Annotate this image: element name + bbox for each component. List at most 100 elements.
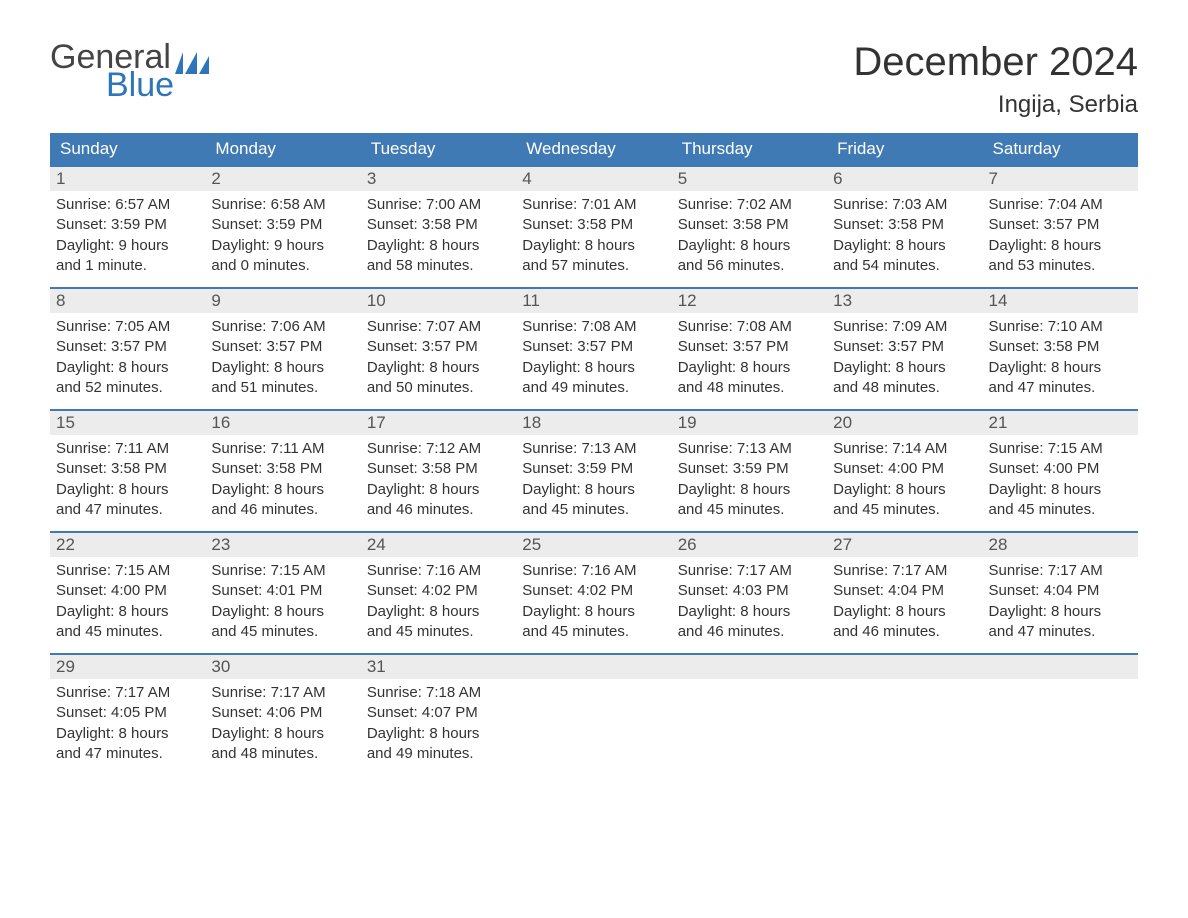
daylight-line-1: Daylight: 8 hours — [989, 358, 1132, 378]
sunrise-line: Sunrise: 7:17 AM — [678, 561, 821, 581]
day-cell: 21Sunrise: 7:15 AMSunset: 4:00 PMDayligh… — [983, 411, 1138, 531]
daylight-line-1: Daylight: 8 hours — [522, 480, 665, 500]
sunset-line: Sunset: 3:57 PM — [678, 337, 821, 357]
daylight-line-2: and 48 minutes. — [678, 378, 821, 398]
daylight-line-1: Daylight: 9 hours — [211, 236, 354, 256]
day-number: 24 — [361, 533, 516, 557]
sunset-line: Sunset: 3:57 PM — [522, 337, 665, 357]
logo: General Blue — [50, 40, 209, 102]
day-number: 17 — [361, 411, 516, 435]
day-number — [983, 655, 1138, 679]
day-cell: 16Sunrise: 7:11 AMSunset: 3:58 PMDayligh… — [205, 411, 360, 531]
sunrise-line: Sunrise: 7:06 AM — [211, 317, 354, 337]
daylight-line-1: Daylight: 8 hours — [989, 602, 1132, 622]
daylight-line-2: and 45 minutes. — [833, 500, 976, 520]
day-number: 27 — [827, 533, 982, 557]
day-cell — [827, 655, 982, 775]
daylight-line-2: and 45 minutes. — [989, 500, 1132, 520]
daylight-line-1: Daylight: 8 hours — [989, 236, 1132, 256]
day-number: 8 — [50, 289, 205, 313]
daylight-line-1: Daylight: 8 hours — [211, 602, 354, 622]
day-body — [672, 679, 827, 693]
day-number: 30 — [205, 655, 360, 679]
day-body: Sunrise: 7:08 AMSunset: 3:57 PMDaylight:… — [672, 313, 827, 408]
sunset-line: Sunset: 3:59 PM — [56, 215, 199, 235]
day-body: Sunrise: 7:12 AMSunset: 3:58 PMDaylight:… — [361, 435, 516, 530]
day-cell: 24Sunrise: 7:16 AMSunset: 4:02 PMDayligh… — [361, 533, 516, 653]
day-body: Sunrise: 7:16 AMSunset: 4:02 PMDaylight:… — [361, 557, 516, 652]
daylight-line-1: Daylight: 8 hours — [833, 358, 976, 378]
day-number: 23 — [205, 533, 360, 557]
sunset-line: Sunset: 3:59 PM — [678, 459, 821, 479]
day-number: 9 — [205, 289, 360, 313]
daylight-line-1: Daylight: 8 hours — [678, 358, 821, 378]
day-cell: 23Sunrise: 7:15 AMSunset: 4:01 PMDayligh… — [205, 533, 360, 653]
sunrise-line: Sunrise: 7:11 AM — [56, 439, 199, 459]
sunrise-line: Sunrise: 7:13 AM — [678, 439, 821, 459]
week-row: 1Sunrise: 6:57 AMSunset: 3:59 PMDaylight… — [50, 165, 1138, 287]
daylight-line-2: and 54 minutes. — [833, 256, 976, 276]
daylight-line-2: and 50 minutes. — [367, 378, 510, 398]
day-body: Sunrise: 7:01 AMSunset: 3:58 PMDaylight:… — [516, 191, 671, 286]
day-number: 13 — [827, 289, 982, 313]
daylight-line-2: and 47 minutes. — [989, 378, 1132, 398]
logo-text-blue: Blue — [106, 68, 209, 102]
sunrise-line: Sunrise: 7:17 AM — [56, 683, 199, 703]
sunrise-line: Sunrise: 7:15 AM — [989, 439, 1132, 459]
day-body — [983, 679, 1138, 693]
week-row: 22Sunrise: 7:15 AMSunset: 4:00 PMDayligh… — [50, 531, 1138, 653]
day-cell — [516, 655, 671, 775]
title-block: December 2024 Ingija, Serbia — [853, 40, 1138, 119]
sunrise-line: Sunrise: 7:14 AM — [833, 439, 976, 459]
sunset-line: Sunset: 3:58 PM — [211, 459, 354, 479]
day-cell: 9Sunrise: 7:06 AMSunset: 3:57 PMDaylight… — [205, 289, 360, 409]
sunrise-line: Sunrise: 7:15 AM — [211, 561, 354, 581]
sunset-line: Sunset: 3:58 PM — [678, 215, 821, 235]
daylight-line-2: and 47 minutes. — [56, 500, 199, 520]
sunset-line: Sunset: 4:00 PM — [989, 459, 1132, 479]
sunset-line: Sunset: 4:02 PM — [367, 581, 510, 601]
sunset-line: Sunset: 4:00 PM — [833, 459, 976, 479]
daylight-line-1: Daylight: 8 hours — [678, 480, 821, 500]
daylight-line-2: and 58 minutes. — [367, 256, 510, 276]
day-body: Sunrise: 7:17 AMSunset: 4:04 PMDaylight:… — [983, 557, 1138, 652]
daylight-line-1: Daylight: 8 hours — [522, 236, 665, 256]
day-cell: 12Sunrise: 7:08 AMSunset: 3:57 PMDayligh… — [672, 289, 827, 409]
day-cell: 1Sunrise: 6:57 AMSunset: 3:59 PMDaylight… — [50, 167, 205, 287]
day-cell: 4Sunrise: 7:01 AMSunset: 3:58 PMDaylight… — [516, 167, 671, 287]
daylight-line-2: and 49 minutes. — [522, 378, 665, 398]
sunrise-line: Sunrise: 7:18 AM — [367, 683, 510, 703]
location-label: Ingija, Serbia — [853, 91, 1138, 119]
day-cell: 13Sunrise: 7:09 AMSunset: 3:57 PMDayligh… — [827, 289, 982, 409]
daylight-line-1: Daylight: 8 hours — [989, 480, 1132, 500]
daylight-line-2: and 47 minutes. — [56, 744, 199, 764]
daylight-line-2: and 45 minutes. — [522, 622, 665, 642]
day-cell: 30Sunrise: 7:17 AMSunset: 4:06 PMDayligh… — [205, 655, 360, 775]
day-cell: 8Sunrise: 7:05 AMSunset: 3:57 PMDaylight… — [50, 289, 205, 409]
sunrise-line: Sunrise: 6:57 AM — [56, 195, 199, 215]
day-header-row: SundayMondayTuesdayWednesdayThursdayFrid… — [50, 133, 1138, 165]
sunset-line: Sunset: 3:57 PM — [56, 337, 199, 357]
day-number: 25 — [516, 533, 671, 557]
day-body: Sunrise: 7:13 AMSunset: 3:59 PMDaylight:… — [672, 435, 827, 530]
day-body: Sunrise: 7:07 AMSunset: 3:57 PMDaylight:… — [361, 313, 516, 408]
sunset-line: Sunset: 4:07 PM — [367, 703, 510, 723]
sunset-line: Sunset: 3:59 PM — [211, 215, 354, 235]
sunset-line: Sunset: 4:03 PM — [678, 581, 821, 601]
day-cell: 17Sunrise: 7:12 AMSunset: 3:58 PMDayligh… — [361, 411, 516, 531]
day-body: Sunrise: 7:17 AMSunset: 4:05 PMDaylight:… — [50, 679, 205, 774]
day-body: Sunrise: 7:09 AMSunset: 3:57 PMDaylight:… — [827, 313, 982, 408]
day-header-friday: Friday — [827, 133, 982, 165]
daylight-line-1: Daylight: 8 hours — [833, 236, 976, 256]
day-body: Sunrise: 6:58 AMSunset: 3:59 PMDaylight:… — [205, 191, 360, 286]
day-body: Sunrise: 7:15 AMSunset: 4:01 PMDaylight:… — [205, 557, 360, 652]
day-body: Sunrise: 7:00 AMSunset: 3:58 PMDaylight:… — [361, 191, 516, 286]
sunrise-line: Sunrise: 7:15 AM — [56, 561, 199, 581]
sunset-line: Sunset: 3:59 PM — [522, 459, 665, 479]
daylight-line-2: and 52 minutes. — [56, 378, 199, 398]
month-title: December 2024 — [853, 40, 1138, 85]
sunset-line: Sunset: 3:57 PM — [833, 337, 976, 357]
day-body: Sunrise: 7:15 AMSunset: 4:00 PMDaylight:… — [983, 435, 1138, 530]
day-number: 29 — [50, 655, 205, 679]
day-body: Sunrise: 7:16 AMSunset: 4:02 PMDaylight:… — [516, 557, 671, 652]
